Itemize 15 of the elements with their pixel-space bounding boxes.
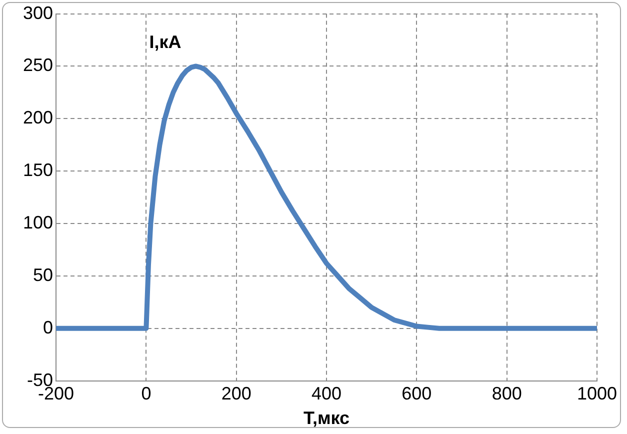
x-tick-label: 600 — [402, 384, 432, 404]
x-tick-label: 1000 — [576, 384, 618, 404]
x-axis-title: T,мкс — [303, 408, 350, 428]
x-tick-label: 400 — [311, 384, 342, 404]
y-tick-label: 150 — [22, 160, 54, 180]
y-tick-label: 100 — [22, 212, 54, 232]
x-tick-label: 800 — [492, 384, 522, 404]
x-tick-label: 0 — [141, 384, 152, 404]
y-axis-title: I,кА — [149, 32, 182, 52]
y-tick-label: 50 — [33, 264, 54, 285]
y-tick-label: 200 — [22, 108, 54, 128]
y-tick-label: 250 — [22, 55, 54, 76]
x-tick-label: 200 — [221, 384, 252, 404]
y-tick-label: 0 — [43, 317, 54, 338]
y-tick-label: 300 — [22, 2, 54, 23]
